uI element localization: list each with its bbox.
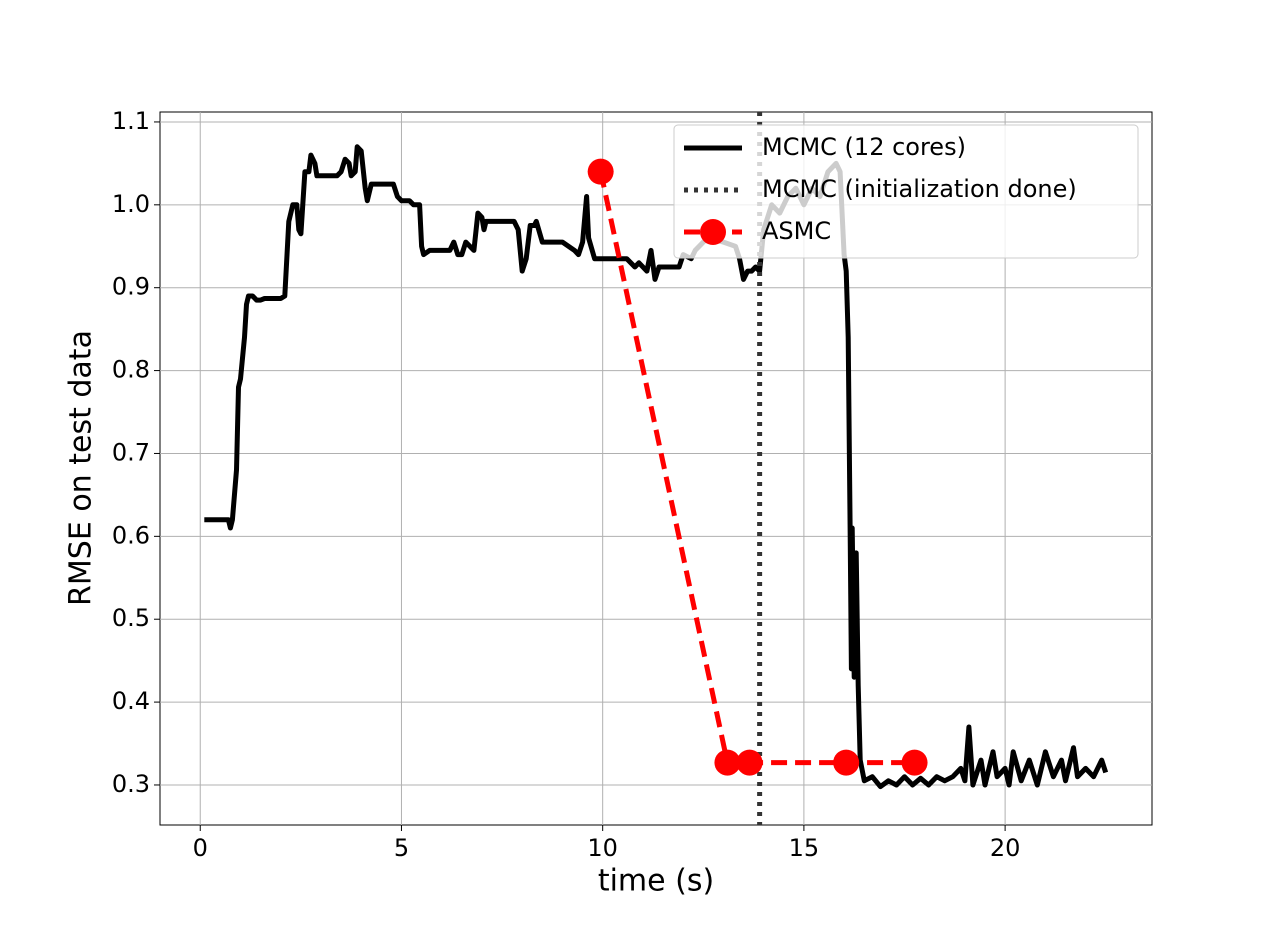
x-axis-label: time (s) xyxy=(598,864,714,899)
y-tick-label: 0.4 xyxy=(112,687,150,715)
legend-marker xyxy=(700,219,726,245)
data-point xyxy=(736,749,763,776)
data-point xyxy=(901,749,928,776)
y-tick-label: 1.0 xyxy=(112,190,150,218)
y-tick-label: 1.1 xyxy=(112,107,150,135)
legend-label: MCMC (initialization done) xyxy=(762,175,1077,203)
data-point xyxy=(714,749,741,776)
legend-box xyxy=(673,124,1139,259)
x-tick-label: 5 xyxy=(394,834,409,862)
y-tick-label: 0.9 xyxy=(112,273,150,301)
y-tick-label: 0.8 xyxy=(112,356,150,384)
data-point xyxy=(833,749,860,776)
x-tick-label: 0 xyxy=(193,834,208,862)
x-tick-label: 10 xyxy=(587,834,618,862)
x-tick-label: 15 xyxy=(789,834,820,862)
plot-frame xyxy=(159,111,1153,826)
data-point xyxy=(587,158,614,185)
y-tick-label: 0.5 xyxy=(112,604,150,632)
y-tick-label: 0.6 xyxy=(112,521,150,549)
y-tick-label: 0.3 xyxy=(112,770,150,798)
y-tick-label: 0.7 xyxy=(112,438,150,466)
y-axis-label: RMSE on test data xyxy=(64,330,99,606)
data-line xyxy=(204,144,1109,790)
legend-label: ASMC xyxy=(762,217,831,245)
x-tick-label: 20 xyxy=(990,834,1021,862)
legend-label: MCMC (12 cores) xyxy=(762,133,966,161)
